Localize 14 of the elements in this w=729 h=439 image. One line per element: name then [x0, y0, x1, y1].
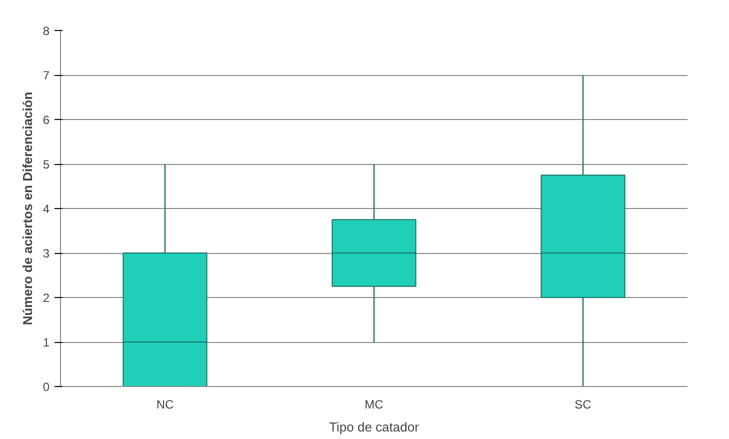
- y-tick-label: 3: [42, 246, 50, 260]
- y-tick-label: 1: [42, 336, 50, 350]
- y-axis-title: Número de aciertos en Diferenciación: [20, 92, 35, 326]
- x-tick-label: SC: [574, 398, 592, 412]
- y-tick-label: 2: [42, 291, 50, 305]
- y-tick-label: 5: [42, 158, 50, 172]
- y-tick-label: 7: [42, 68, 50, 82]
- y-tick-label: 0: [42, 380, 50, 394]
- x-tick-label: NC: [156, 398, 174, 412]
- x-axis-title: Tipo de catador: [329, 420, 420, 434]
- x-tick-label: MC: [364, 398, 384, 412]
- y-tick-label: 4: [42, 202, 50, 216]
- y-tick-label: 8: [42, 24, 50, 38]
- y-tick-label: 6: [42, 113, 50, 127]
